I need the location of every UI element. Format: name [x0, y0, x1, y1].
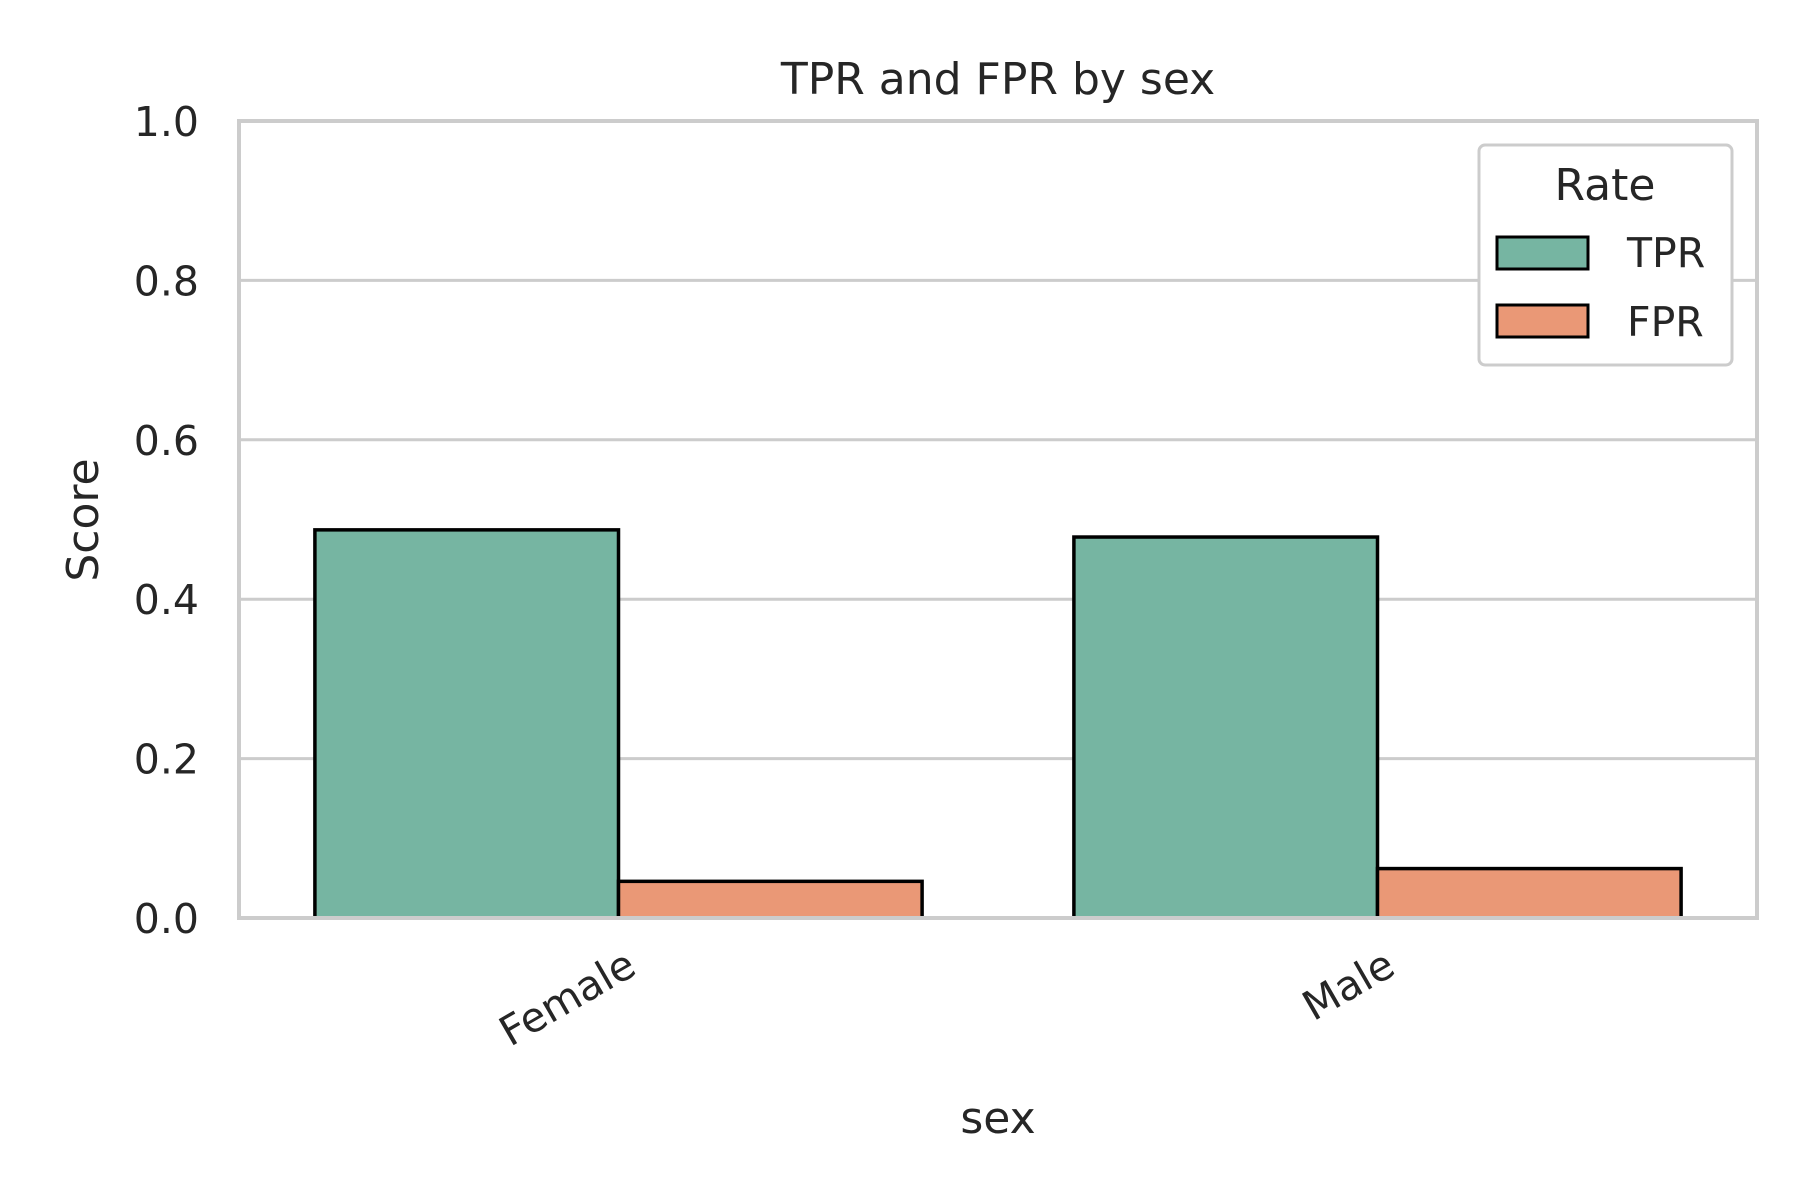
- bars: [313, 528, 1683, 920]
- x-axis-label: sex: [960, 1093, 1035, 1144]
- x-tick-label: Male: [1294, 940, 1402, 1030]
- y-tick-labels: 0.0 0.2 0.4 0.6 0.8 1.0: [134, 98, 199, 943]
- legend-label-tpr: TPR: [1626, 229, 1705, 277]
- legend-title: Rate: [1555, 160, 1656, 211]
- bar-fpr-female: [616, 879, 924, 920]
- y-tick-label: 0.6: [134, 417, 199, 465]
- x-tick-labels: Female Male: [491, 940, 1402, 1056]
- legend: Rate TPR FPR: [1477, 143, 1734, 367]
- y-axis-label: Score: [58, 458, 109, 581]
- legend-swatch-fpr: [1495, 303, 1590, 339]
- y-tick-label: 1.0: [134, 98, 199, 146]
- axes-frame: [237, 119, 1759, 920]
- legend-swatch-tpr: [1495, 235, 1590, 271]
- y-tick-label: 0.8: [134, 257, 199, 305]
- legend-label-fpr: FPR: [1627, 298, 1704, 346]
- bar-tpr-male: [1072, 535, 1380, 920]
- x-tick-label: Female: [491, 940, 643, 1056]
- y-tick-label: 0.0: [134, 895, 199, 943]
- y-tick-label: 0.4: [134, 576, 199, 624]
- y-tick-label: 0.2: [134, 736, 199, 784]
- bar-tpr-female: [313, 528, 621, 920]
- bar-fpr-male: [1375, 866, 1683, 920]
- chart-title: TPR and FPR by sex: [780, 54, 1215, 105]
